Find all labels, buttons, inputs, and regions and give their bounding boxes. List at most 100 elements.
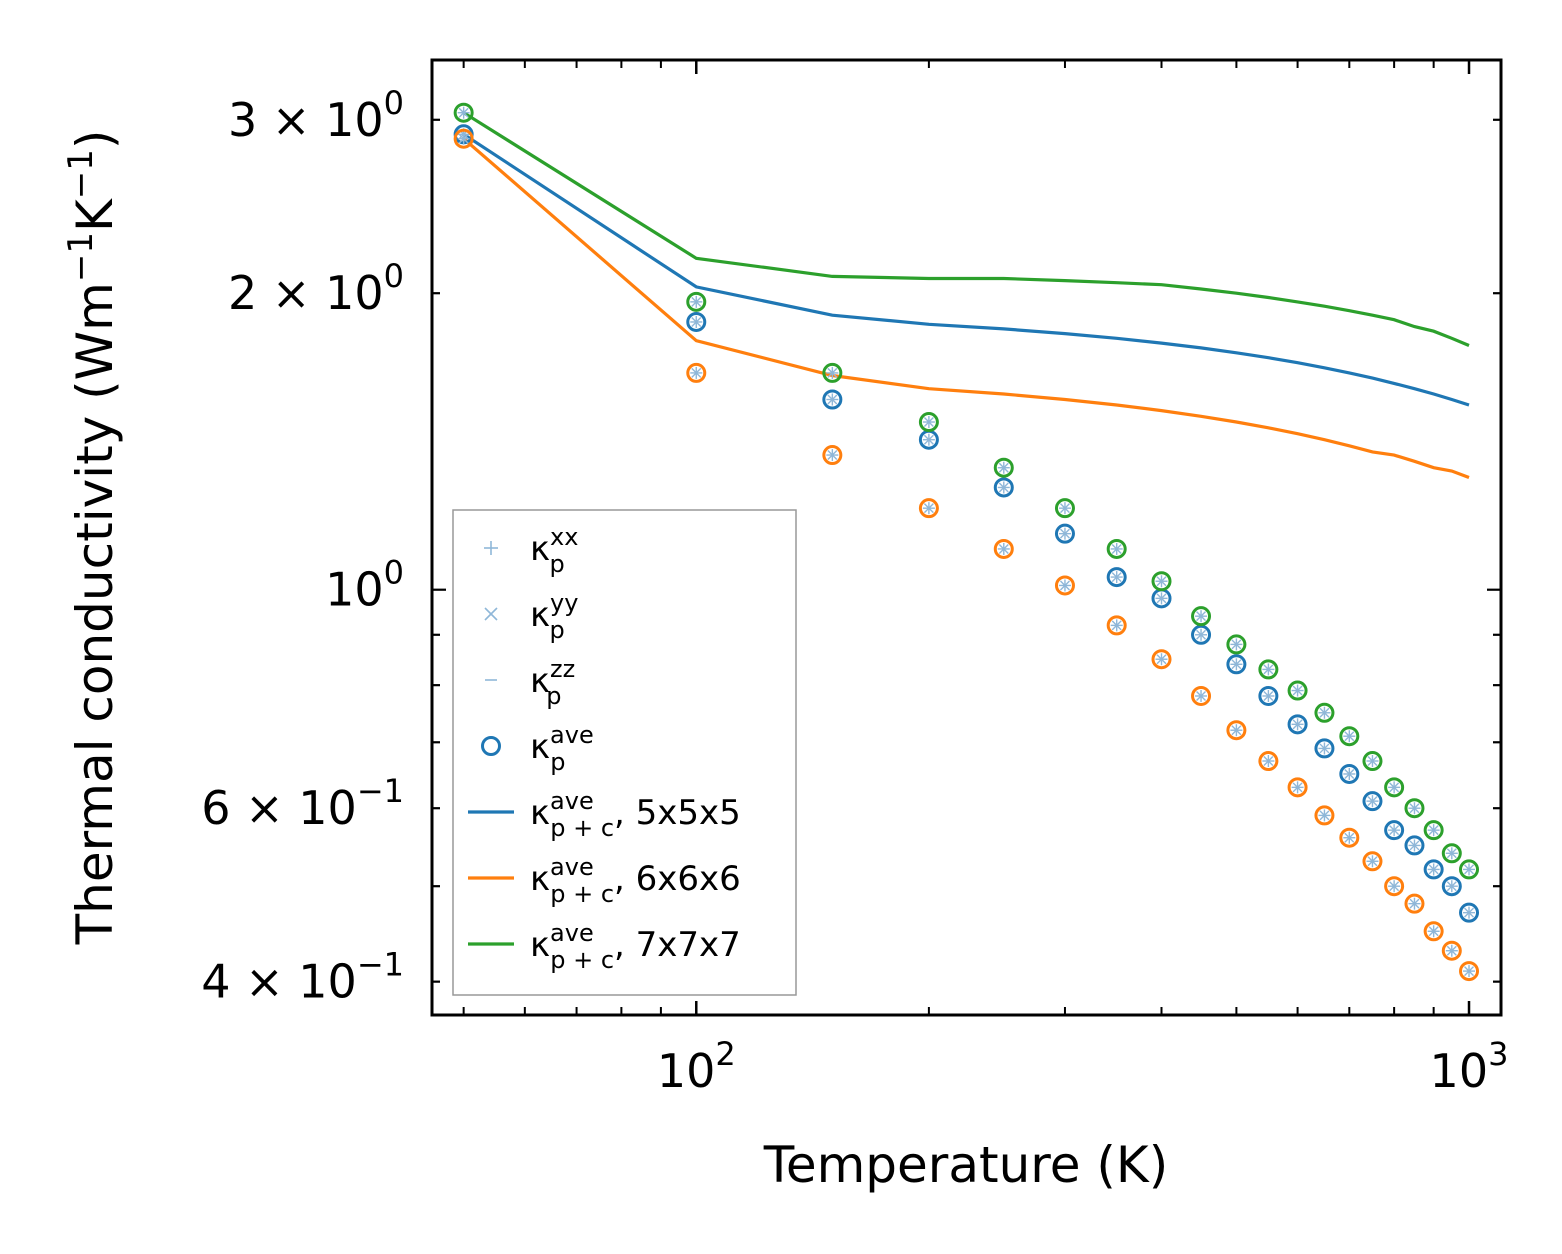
- legend-label-sub: p + c: [550, 880, 614, 908]
- point-6x6x6: [453, 128, 474, 149]
- marker-yy-cross: [998, 462, 1009, 473]
- legend-label: κyy p: [530, 589, 578, 644]
- marker-yy-cross: [1446, 848, 1457, 859]
- marker-ave-circle: [1339, 763, 1360, 784]
- y-tick-label-exp: −1: [357, 946, 404, 984]
- legend-label-sup: ave: [550, 919, 594, 947]
- marker-yy-cross: [1344, 731, 1355, 742]
- legend-label-base: κ: [530, 727, 550, 767]
- marker-yy-cross: [1059, 580, 1070, 591]
- point-5x5x5: [1362, 791, 1383, 812]
- y-tick-label-times: ×: [245, 955, 298, 1009]
- marker-yy-cross: [1196, 690, 1207, 701]
- point-7x7x7: [1314, 702, 1335, 723]
- marker-yy-cross: [1409, 803, 1420, 814]
- point-7x7x7: [918, 412, 939, 433]
- point-6x6x6: [1258, 751, 1279, 772]
- marker-ave-circle: [1459, 859, 1480, 880]
- y-tick-label-base: 10: [325, 563, 384, 617]
- marker-yy-cross: [1367, 796, 1378, 807]
- point-5x5x5: [686, 311, 707, 332]
- marker-yy-cross: [1389, 881, 1400, 892]
- point-6x6x6: [1441, 940, 1462, 961]
- marker-ave-circle: [1258, 751, 1279, 772]
- marker-ave-circle: [1054, 498, 1075, 519]
- marker-ave-circle: [1314, 702, 1335, 723]
- marker-yy-cross: [1059, 503, 1070, 514]
- marker-ave-circle: [1287, 714, 1308, 735]
- marker-yy-cross: [923, 503, 934, 514]
- marker-yy-cross: [1367, 856, 1378, 867]
- marker-yy-cross: [691, 316, 702, 327]
- marker-yy-cross: [923, 434, 934, 445]
- legend-label: κave p: [530, 721, 594, 776]
- marker-ave-circle: [1054, 523, 1075, 544]
- marker-ave-circle: [1191, 624, 1212, 645]
- marker-ave-circle: [1106, 538, 1127, 559]
- marker-ave-circle: [1226, 634, 1247, 655]
- marker-yy-cross: [1409, 898, 1420, 909]
- marker-ave-circle: [686, 362, 707, 383]
- point-6x6x6: [1339, 827, 1360, 848]
- x-tick-label: 102: [657, 1035, 736, 1098]
- legend-label-sub: p + c: [550, 946, 614, 974]
- y-tick-label-mantissa: 2: [228, 266, 272, 320]
- y-axis-title-sup1: −1: [61, 232, 101, 282]
- marker-yy-cross: [1319, 743, 1330, 754]
- marker-ave-circle: [918, 498, 939, 519]
- point-7x7x7: [1404, 798, 1425, 819]
- line-ave-pc-7x7x7: [462, 111, 1470, 347]
- marker-yy-cross: [1344, 768, 1355, 779]
- marker-yy-cross: [827, 450, 838, 461]
- marker-yy-cross: [1111, 620, 1122, 631]
- y-tick-label-times: ×: [272, 93, 325, 147]
- marker-yy-cross: [1263, 756, 1274, 767]
- point-5x5x5: [1191, 624, 1212, 645]
- legend-label-base: κ: [530, 859, 550, 899]
- marker-yy-cross: [1464, 966, 1475, 977]
- point-6x6x6: [1423, 921, 1444, 942]
- marker-ave-circle: [822, 362, 843, 383]
- marker-yy-cross: [1344, 832, 1355, 843]
- marker-ave-circle: [1314, 738, 1335, 759]
- y-tick-label-exp: 0: [384, 554, 404, 592]
- marker-ave-circle: [1441, 940, 1462, 961]
- point-7x7x7: [686, 291, 707, 312]
- x-tick-label-exp: 3: [1488, 1035, 1508, 1073]
- point-6x6x6: [1191, 685, 1212, 706]
- legend-handle-circle: [481, 736, 501, 756]
- marker-ave-circle: [1423, 820, 1444, 841]
- point-5x5x5: [918, 429, 939, 450]
- marker-ave-circle: [1441, 843, 1462, 864]
- marker-yy-cross: [827, 394, 838, 405]
- point-5x5x5: [993, 477, 1014, 498]
- marker-ave-circle: [1384, 777, 1405, 798]
- series-layer: [453, 102, 1480, 982]
- marker-ave-circle: [1404, 835, 1425, 856]
- point-6x6x6: [1151, 649, 1172, 670]
- point-6x6x6: [822, 445, 843, 466]
- marker-yy-cross: [1263, 664, 1274, 675]
- y-tick-label-mantissa: 3: [228, 93, 272, 147]
- marker-yy-cross: [1231, 725, 1242, 736]
- marker-ave-circle: [1339, 726, 1360, 747]
- point-6x6x6: [1287, 777, 1308, 798]
- marker-yy-cross: [1196, 629, 1207, 640]
- marker-ave-circle: [453, 102, 474, 123]
- marker-ave-circle: [686, 291, 707, 312]
- legend-label: κxx p: [530, 523, 578, 578]
- y-tick-label-base: 10: [298, 955, 357, 1009]
- legend-label-suffix: , 5x5x5: [614, 793, 741, 833]
- marker-yy-cross: [1319, 810, 1330, 821]
- marker-ave-circle: [1362, 791, 1383, 812]
- marker-yy-cross: [1111, 572, 1122, 583]
- legend-label-base: κ: [530, 661, 550, 701]
- legend-label-base: κ: [530, 529, 550, 569]
- point-7x7x7: [1258, 659, 1279, 680]
- plot-frame: [430, 58, 1503, 1017]
- marker-ave-circle: [1384, 876, 1405, 897]
- legend-label-sup: xx: [550, 523, 578, 551]
- marker-yy-cross: [1196, 611, 1207, 622]
